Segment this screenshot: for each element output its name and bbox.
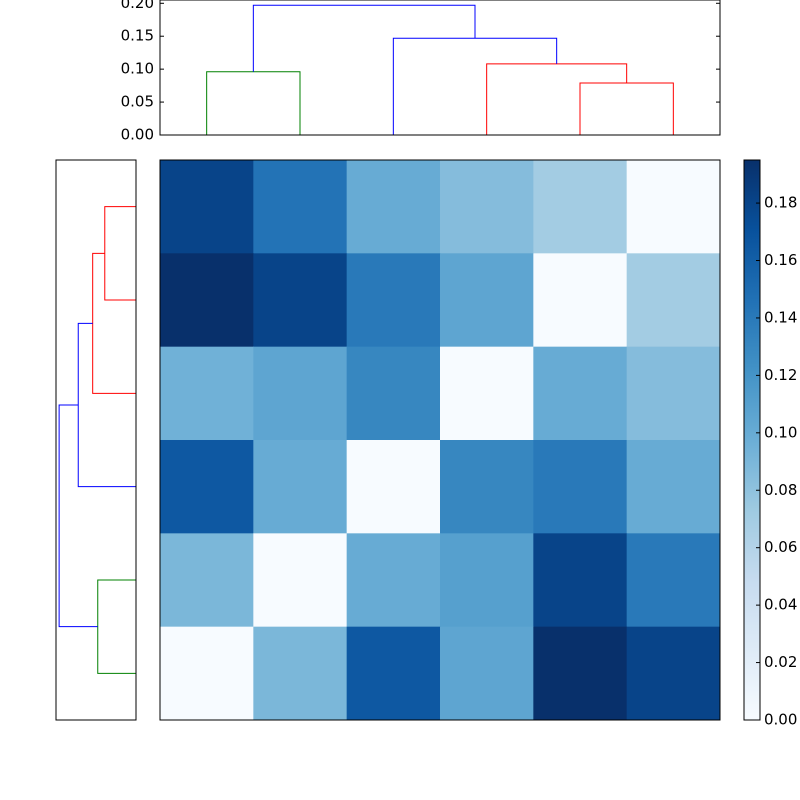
heatmap-cell xyxy=(440,440,534,534)
heatmap-cell xyxy=(346,253,441,348)
heatmap-cell xyxy=(626,626,721,721)
colorbar-tick-label: 0.12 xyxy=(764,366,797,384)
heatmap-cell xyxy=(440,160,534,254)
colorbar-tick-label: 0.04 xyxy=(764,596,797,614)
dendrogram-link xyxy=(392,37,558,135)
heatmap-cell xyxy=(533,253,628,348)
heatmap-cell xyxy=(346,440,441,534)
heatmap-cell xyxy=(253,440,348,534)
colorbar-tick-label: 0.08 xyxy=(764,481,797,499)
heatmap-cell xyxy=(253,626,348,721)
heatmap-cell xyxy=(253,253,348,348)
dendrogram-link xyxy=(97,579,136,674)
heatmap-cell xyxy=(440,253,534,348)
heatmap-cell xyxy=(533,533,628,628)
dendrogram-frame xyxy=(55,159,137,721)
y-tick-label: 0.20 xyxy=(121,0,154,12)
dendrogram-link xyxy=(58,404,98,628)
heatmap-cell xyxy=(440,346,534,441)
heatmap-cell xyxy=(160,533,254,628)
dendrogram-link xyxy=(579,82,674,135)
heatmap-cell xyxy=(346,346,441,441)
heatmap-frame xyxy=(159,159,721,721)
colorbar-tick-label: 0.14 xyxy=(764,308,797,326)
colorbar-tick-label: 0.02 xyxy=(764,653,797,671)
heatmap-cell xyxy=(346,626,441,721)
dendrogram-frame xyxy=(159,0,721,136)
y-tick-label: 0.15 xyxy=(121,27,154,45)
heatmap-cell xyxy=(253,346,348,441)
heatmap-cell xyxy=(626,533,721,628)
heatmap-cell xyxy=(160,626,254,721)
heatmap-cell xyxy=(346,533,441,628)
heatmap-cell xyxy=(626,160,721,254)
heatmap-cell xyxy=(626,440,721,534)
heatmap-cell xyxy=(626,253,721,348)
heatmap-cell xyxy=(253,533,348,628)
dendrogram-link xyxy=(206,71,301,135)
dendrogram-link xyxy=(92,252,136,394)
heatmap-cell xyxy=(440,533,534,628)
dendrogram-link xyxy=(486,63,628,135)
heatmap-cell xyxy=(626,346,721,441)
y-tick-label: 0.10 xyxy=(121,60,154,78)
colorbar-tick-label: 0.10 xyxy=(764,423,797,441)
colorbar xyxy=(744,160,760,720)
heatmap-cell xyxy=(533,440,628,534)
heatmap-cell xyxy=(533,626,628,721)
heatmap-cell xyxy=(533,160,628,254)
dendrogram-link xyxy=(104,206,136,301)
colorbar-tick-label: 0.16 xyxy=(764,251,797,269)
colorbar-tick-label: 0.00 xyxy=(764,711,797,729)
heatmap-cell xyxy=(160,160,254,254)
heatmap-cell xyxy=(533,346,628,441)
plot-layer: 0.00 0.02 0.04 0.06 0.08 0.10 0.12 0.14 0.16 0.18… xyxy=(55,0,797,729)
dendrogram-link xyxy=(77,322,136,488)
dendrogram-link xyxy=(252,4,476,72)
y-tick-label: 0.05 xyxy=(121,93,154,111)
colorbar-tick-label: 0.06 xyxy=(764,538,797,556)
y-tick-label: 0.00 xyxy=(121,126,154,144)
colorbar-frame xyxy=(743,159,761,721)
heatmap-cell xyxy=(160,440,254,534)
heatmap-cell xyxy=(440,626,534,721)
heatmap-cell xyxy=(253,160,348,254)
heatmap-cell xyxy=(160,253,254,348)
heatmap-cell xyxy=(160,346,254,441)
heatmap-cell xyxy=(346,160,441,254)
colorbar-tick-label: 0.18 xyxy=(764,194,797,212)
